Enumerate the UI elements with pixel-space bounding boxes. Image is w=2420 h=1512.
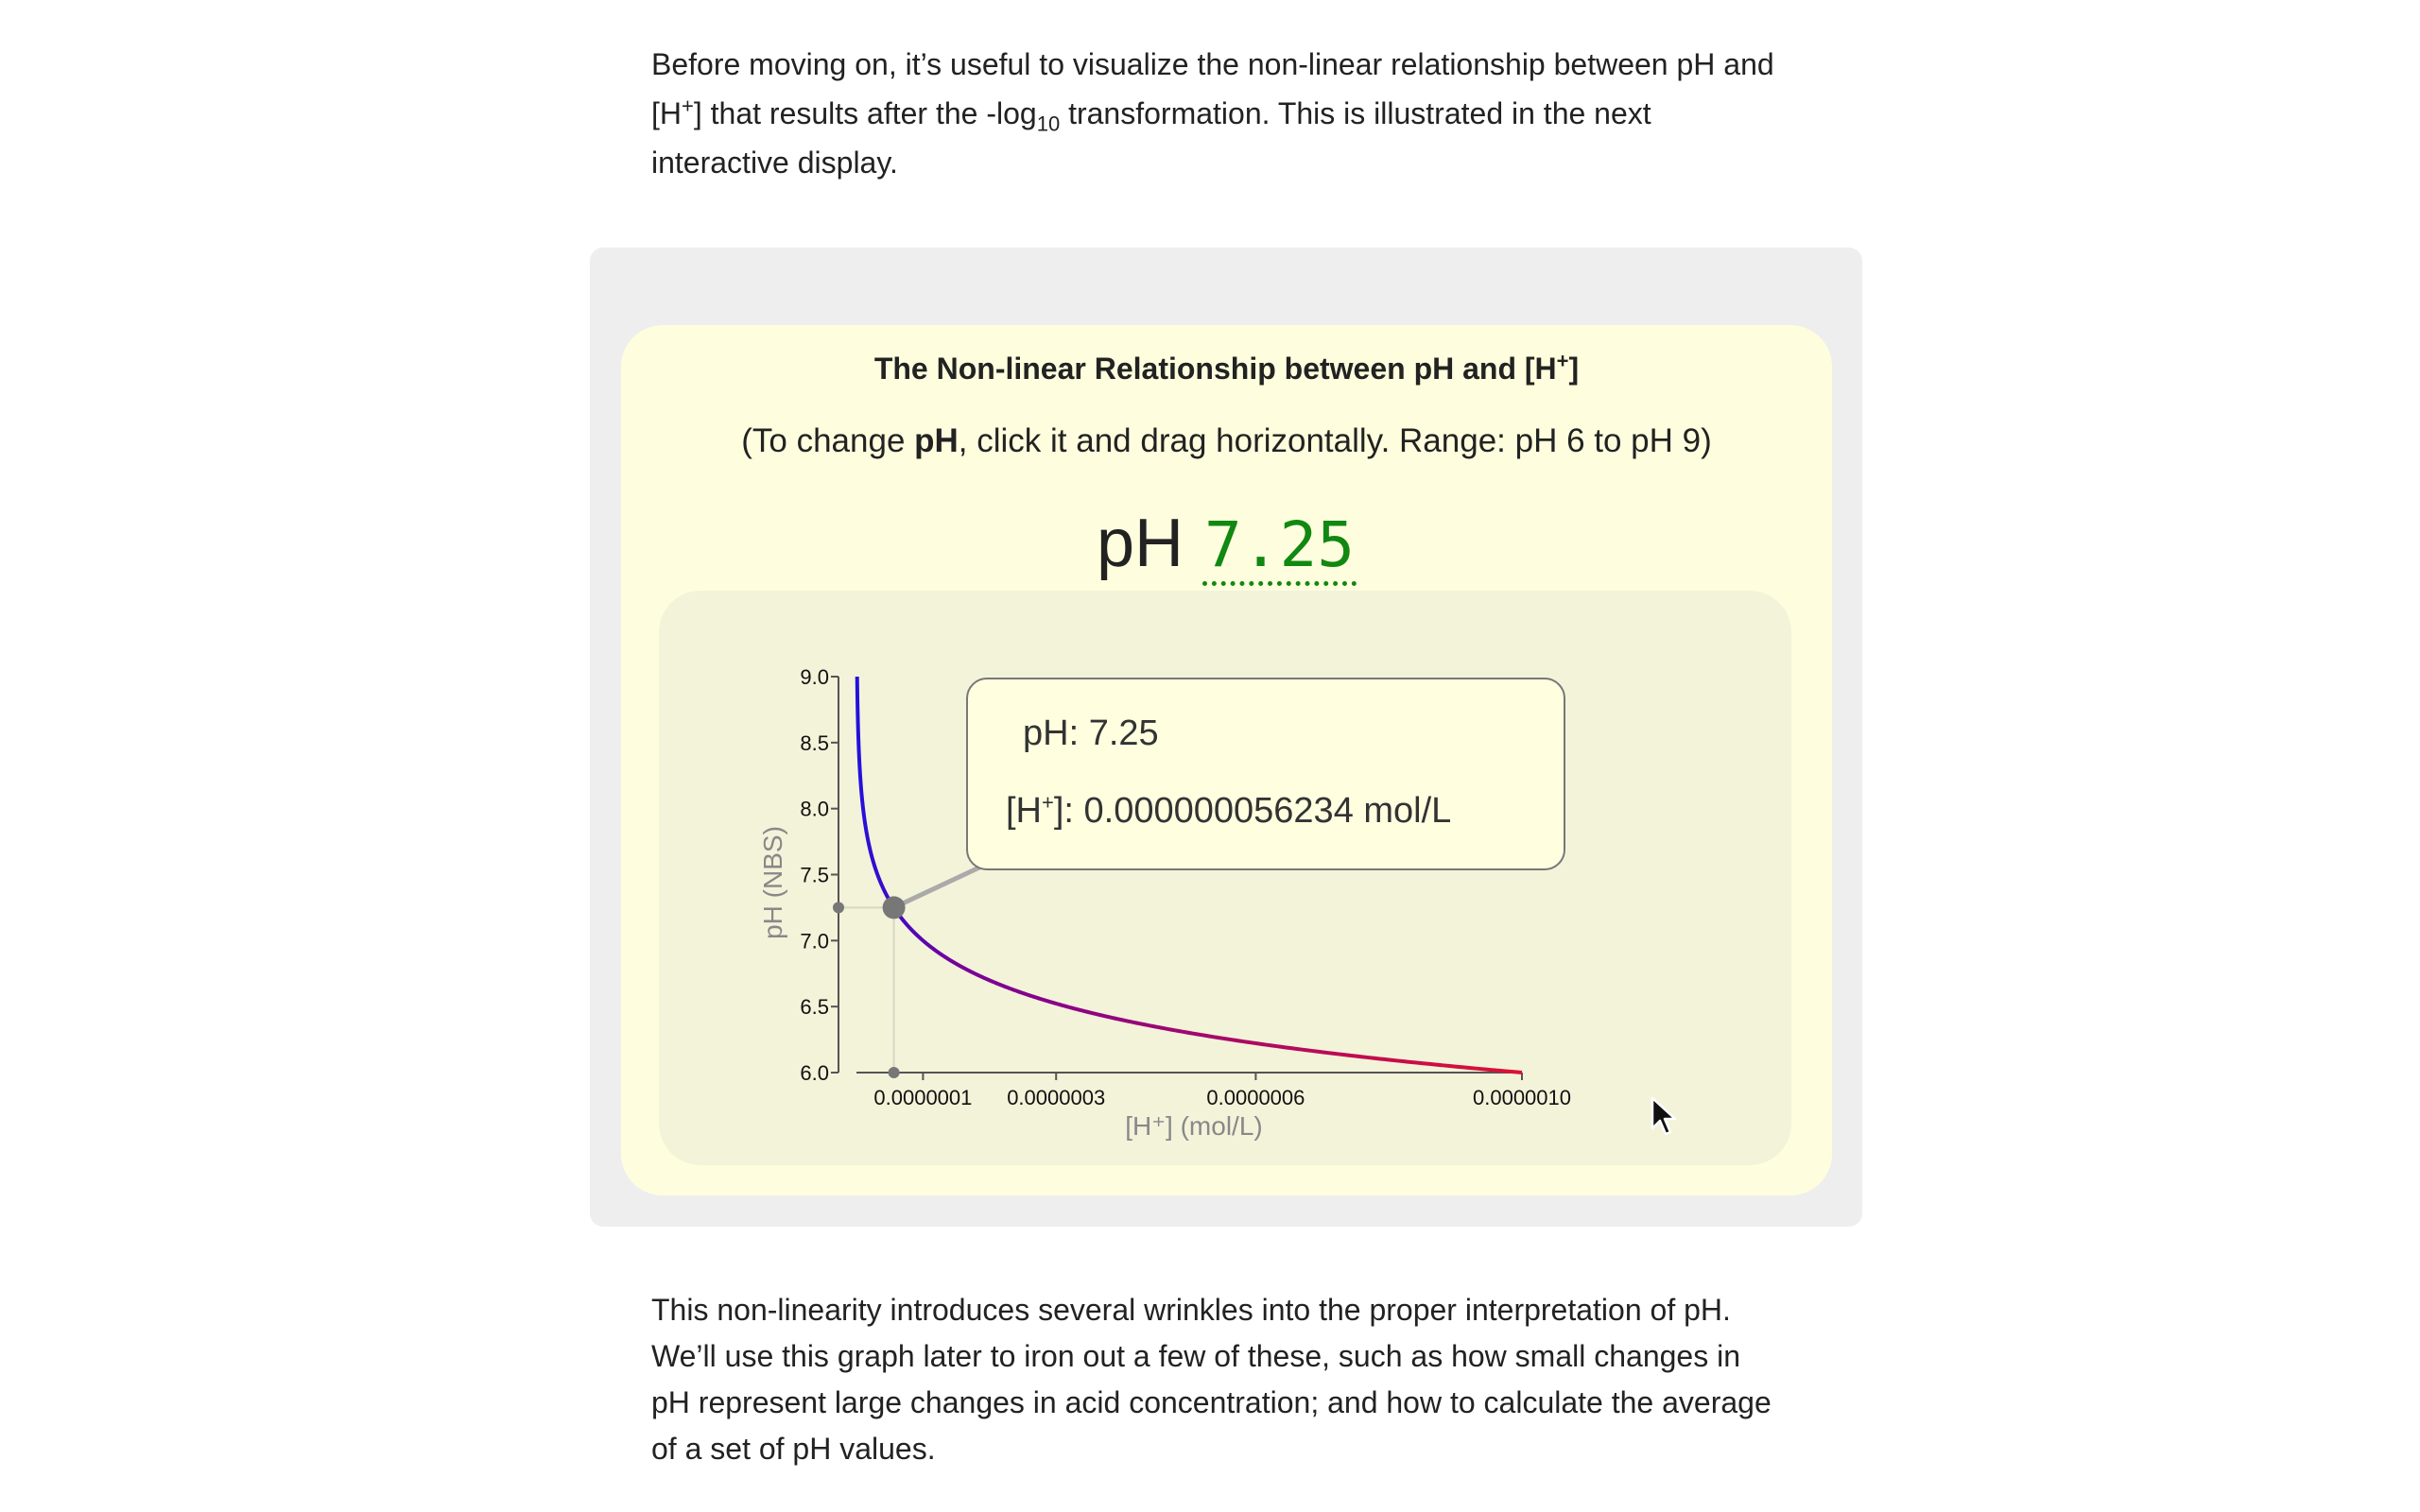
tooltip-h-line: [H+]: 0.000000056234 mol/L bbox=[1006, 791, 1451, 832]
instructions-bold-ph: pH bbox=[914, 422, 959, 459]
widget-title-close-bracket: ] bbox=[1568, 352, 1580, 386]
instructions-text-b: , click it and drag horizontally. Range:… bbox=[958, 422, 1712, 459]
intro-superscript-plus: + bbox=[682, 94, 694, 118]
intro-text-c: transformation. This is illustrated in t… bbox=[651, 96, 1651, 180]
mouse-pointer-icon bbox=[1651, 1096, 1677, 1136]
ph-label: pH bbox=[1096, 506, 1184, 581]
tooltip-h-superscript: + bbox=[1042, 790, 1054, 815]
intro-paragraph: Before moving on, it’s useful to visuali… bbox=[651, 40, 1786, 187]
ph-display: pH 7.25 bbox=[621, 501, 1832, 588]
widget-title-superscript: + bbox=[1556, 349, 1569, 373]
ph-tooltip: pH: 7.25 [H+]: 0.000000056234 mol/L bbox=[966, 678, 1565, 870]
outro-paragraph: This non-linearity introduces several wr… bbox=[651, 1293, 1772, 1466]
tooltip-h-text-b: ]: 0.000000056234 mol/L bbox=[1053, 791, 1452, 831]
selected-point-handle[interactable] bbox=[882, 896, 906, 919]
ph-value-draggable[interactable]: 7.25 bbox=[1202, 508, 1357, 586]
intro-text-b: ] that results after the -log bbox=[693, 96, 1037, 130]
tooltip-h-text-a: [H bbox=[1006, 791, 1042, 831]
instructions-text-a: (To change bbox=[741, 422, 915, 459]
intro-text-a: Before moving on, it’s useful to visuali… bbox=[651, 47, 1774, 130]
tooltip-ph-line: pH: 7.25 bbox=[1023, 713, 1159, 753]
widget-instructions: (To change pH, click it and drag horizon… bbox=[621, 419, 1832, 464]
widget-title: The Non-linear Relationship between pH a… bbox=[621, 346, 1832, 391]
intro-subscript-10: 10 bbox=[1036, 112, 1061, 136]
widget-title-text: The Non-linear Relationship between pH a… bbox=[873, 352, 1557, 386]
